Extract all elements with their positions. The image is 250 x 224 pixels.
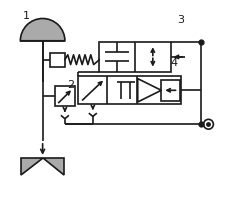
Text: 3: 3 (177, 15, 184, 25)
Wedge shape (20, 19, 65, 41)
Bar (55, 86, 75, 106)
Bar (161, 80, 180, 101)
Text: 4: 4 (170, 58, 177, 68)
Text: 1: 1 (22, 11, 30, 21)
Bar (78, 76, 181, 104)
Polygon shape (43, 158, 64, 175)
Text: 2: 2 (67, 80, 74, 90)
Bar (100, 42, 171, 72)
Polygon shape (22, 158, 43, 175)
Bar (50, 53, 65, 67)
